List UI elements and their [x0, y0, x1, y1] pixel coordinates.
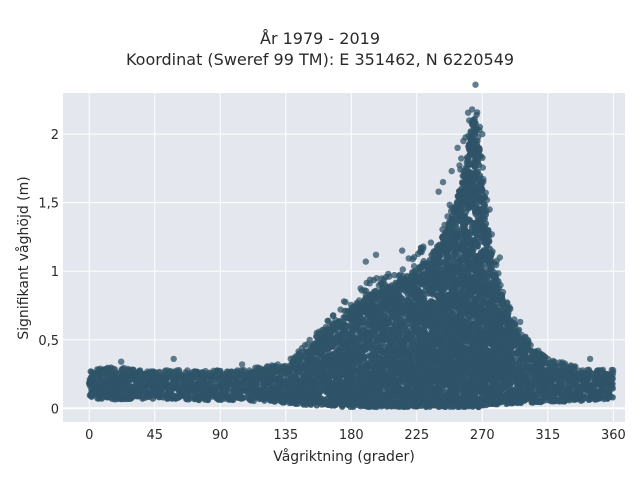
data-point [185, 396, 191, 402]
